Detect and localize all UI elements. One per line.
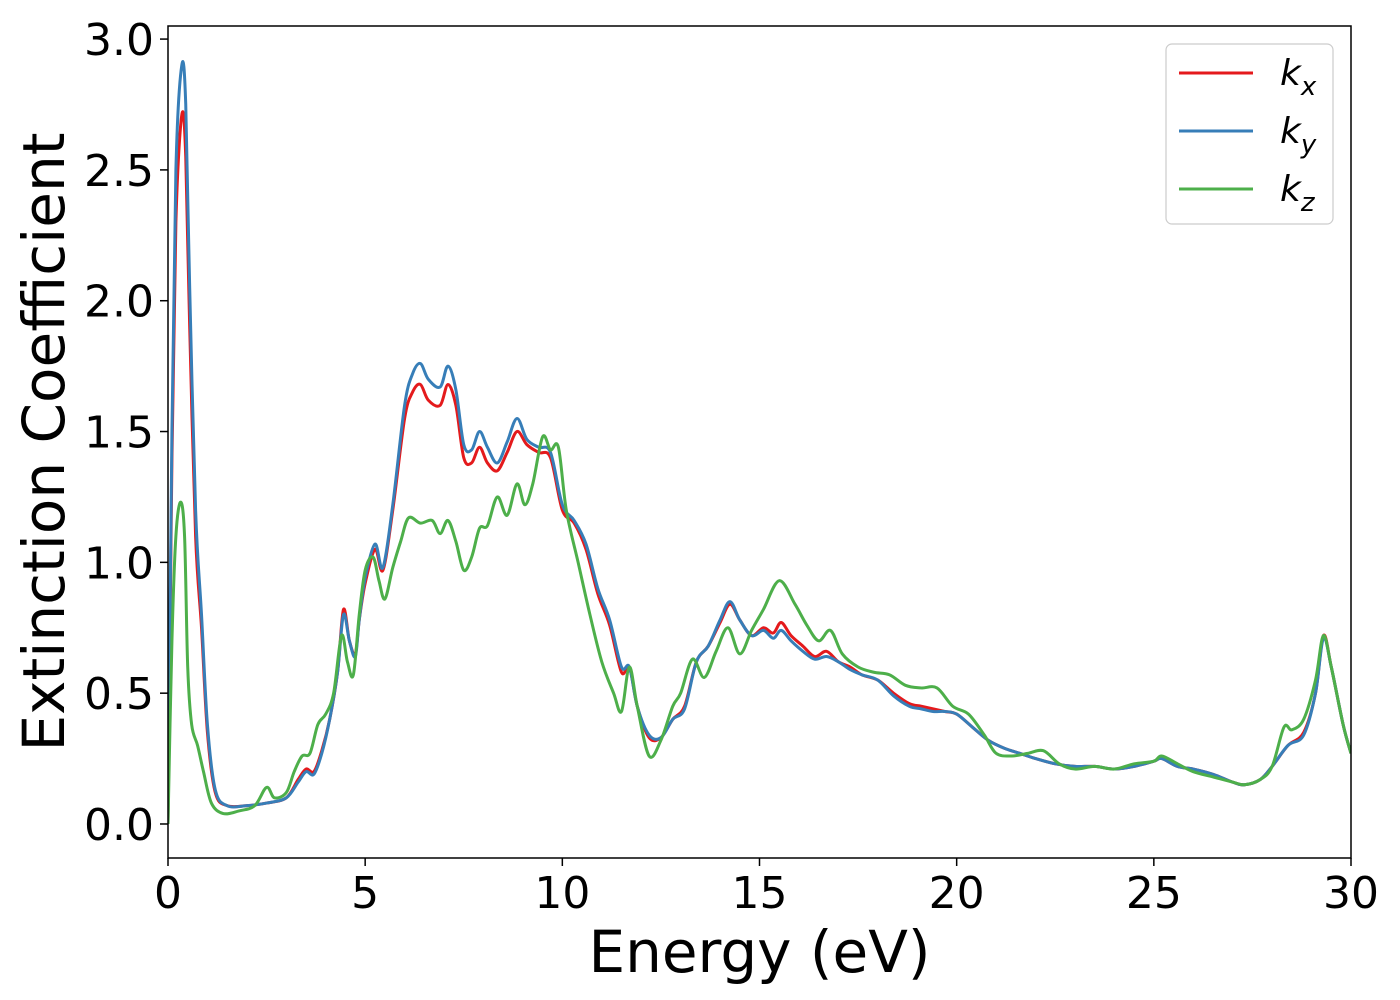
series-layer [168,60,1351,825]
legend: kx ky kz [1165,43,1334,225]
x-tick-label: 5 [351,868,379,919]
y-tick-label: 2.5 [84,146,154,197]
x-tick-label: 30 [1323,868,1379,919]
y-tick-label: 3.0 [84,15,154,66]
y-axis: 0.0 0.5 1.0 1.5 2.0 2.5 3.0 [84,15,168,851]
x-axis-title: Energy (eV) [588,918,930,986]
legend-label-kz: kz [1280,169,1316,218]
x-tick-label: 15 [732,868,788,919]
legend-label-kx: kx [1280,53,1317,102]
x-tick-label: 10 [534,868,590,919]
legend-box [1165,43,1334,225]
x-axis: 0 5 10 15 20 25 30 [154,858,1379,919]
x-tick-label: 25 [1126,868,1182,919]
y-tick-label: 0.0 [84,800,154,851]
y-tick-label: 1.5 [84,408,154,459]
x-tick-label: 20 [929,868,985,919]
y-tick-label: 2.0 [84,277,154,328]
series-line-kz [168,434,1351,825]
x-tick-label: 0 [154,868,182,919]
y-axis-title: Extinction Coefficient [10,133,78,752]
y-tick-label: 0.5 [84,669,154,720]
legend-label-ky: ky [1280,111,1317,160]
y-tick-label: 1.0 [84,538,154,589]
